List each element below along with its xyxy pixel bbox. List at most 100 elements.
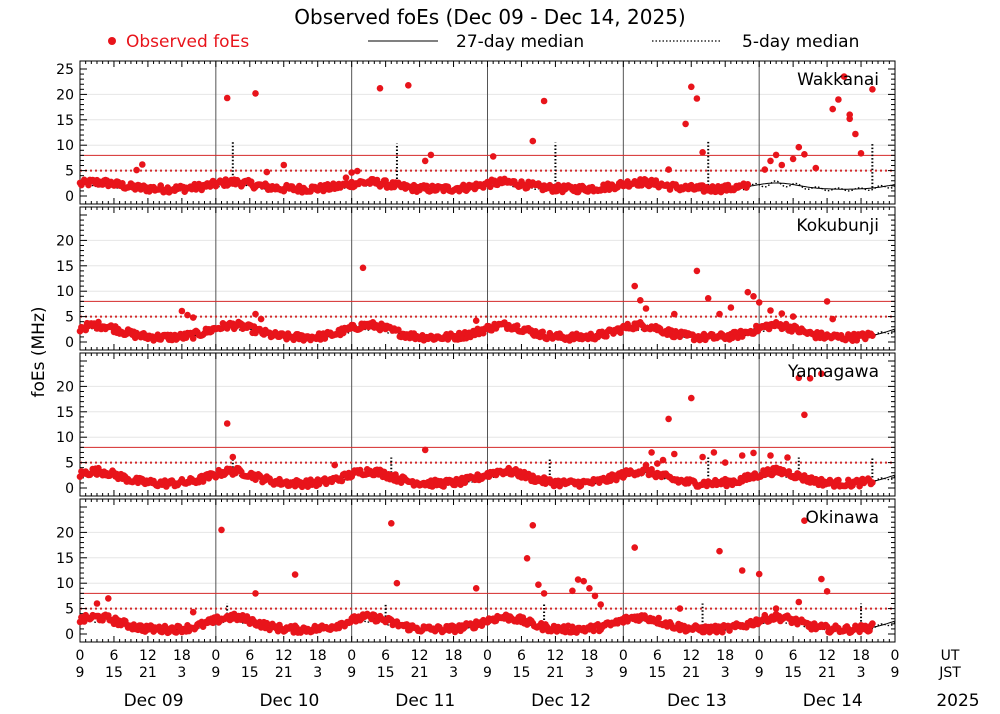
panel-okinawa: 0 5 10 15 20 Okinawa	[56, 498, 896, 643]
y-tick-label: 20	[56, 87, 74, 103]
panel-wakkanai: 0 5 10 15 20 25 Wakkanai	[56, 60, 896, 205]
y-tick-label: 15	[56, 113, 74, 129]
y-tick-label: 20	[56, 233, 74, 249]
observed-spike-point	[93, 600, 101, 607]
observed-spike-point	[421, 157, 429, 165]
observed-point	[655, 614, 662, 622]
jst-tick-label: 9	[619, 665, 628, 681]
observed-spike-point	[472, 585, 480, 592]
observed-point	[729, 334, 736, 342]
observed-spike-point	[767, 157, 774, 165]
observed-spike-point	[427, 151, 435, 159]
observed-spike-point	[359, 264, 367, 272]
observed-spike-point	[801, 411, 808, 419]
jst-tick-label: 3	[177, 665, 186, 681]
observed-spike-point	[388, 520, 395, 527]
ut-tick-label: 18	[580, 648, 598, 664]
observed-spike-point	[648, 449, 655, 456]
observed-spike-point	[693, 95, 701, 102]
ut-tick-label: 0	[891, 648, 900, 664]
ut-tick-label: 12	[682, 648, 700, 664]
observed-spike-point	[631, 282, 638, 290]
y-axis-label: foEs (MHz)	[29, 306, 49, 397]
observed-point	[719, 628, 726, 636]
y-tick-label: 0	[65, 189, 74, 205]
observed-spike-point	[331, 461, 339, 469]
y-tick-label: 5	[65, 602, 74, 618]
day-label: Dec 13	[667, 691, 727, 711]
observed-spike-point	[699, 453, 706, 461]
observed-spike-point	[795, 374, 803, 382]
jst-axis-label: JST	[938, 665, 961, 681]
observed-spike-point	[738, 452, 746, 459]
legend-5day-label: 5-day median	[742, 32, 859, 52]
ut-tick-label: 6	[109, 648, 118, 664]
ut-tick-label: 0	[619, 648, 628, 664]
observed-spike-point	[682, 120, 689, 128]
observed-point	[440, 483, 447, 490]
observed-spike-point	[772, 605, 780, 612]
observed-spike-point	[405, 82, 412, 89]
observed-spike-point	[829, 315, 836, 323]
jst-tick-label: 15	[105, 665, 123, 681]
y-tick-label: 0	[65, 335, 74, 351]
jst-tick-label: 21	[682, 665, 700, 681]
observed-point	[869, 620, 876, 627]
observed-spike-point	[789, 313, 797, 320]
observed-spike-point	[778, 161, 786, 169]
station-name-yamagawa: Yamagawa	[787, 362, 879, 382]
ut-tick-label: 6	[245, 648, 254, 664]
observed-spike-point	[823, 588, 831, 595]
observed-spike-point	[223, 94, 231, 102]
observed-spike-point	[778, 310, 786, 317]
observed-spike-point	[178, 307, 186, 315]
observed-point	[835, 476, 842, 484]
jst-tick-label: 3	[721, 665, 730, 681]
observed-spike-point	[252, 310, 259, 318]
y-tick-label: 20	[56, 525, 74, 541]
y-tick-label: 10	[56, 138, 74, 154]
jst-tick-label: 3	[449, 665, 458, 681]
observed-spike-point	[489, 153, 497, 160]
observed-spike-point	[704, 295, 712, 302]
observed-point	[487, 183, 494, 191]
ut-tick-label: 12	[411, 648, 429, 664]
ut-tick-label: 18	[173, 648, 191, 664]
observed-spike-point	[710, 449, 718, 456]
y-tick-label: 0	[65, 481, 74, 497]
jst-tick-label: 15	[377, 665, 395, 681]
ut-tick-label: 12	[547, 648, 565, 664]
jst-tick-label: 15	[648, 665, 666, 681]
panel-yamagawa: 0 5 10 15 20 Yamagawa	[56, 352, 896, 497]
observed-spike-point	[223, 420, 231, 427]
observed-spike-point	[257, 315, 265, 323]
ut-tick-label: 6	[517, 648, 526, 664]
observed-point	[338, 477, 346, 485]
y-tick-label: 5	[65, 456, 74, 472]
x-axis: UT JST 2025 0 6 12 18 0 6 12 18 0 6 12 18 0 6 12 18 0 6 12…	[76, 648, 980, 711]
observed-spike-point	[750, 293, 757, 300]
jst-tick-label: 3	[585, 665, 594, 681]
observed-spike-point	[818, 370, 825, 378]
observed-spike-point	[818, 575, 825, 583]
day-label: Dec 10	[259, 691, 319, 711]
observed-spike-point	[535, 581, 542, 588]
ut-tick-label: 12	[275, 648, 293, 664]
jst-tick-label: 9	[483, 665, 492, 681]
observed-spike-point	[659, 456, 667, 464]
observed-point	[590, 627, 597, 635]
y-tick-label: 25	[56, 62, 74, 78]
legend-observed-label: Observed foEs	[126, 32, 249, 52]
ut-tick-label: 12	[139, 648, 157, 664]
observed-spike-point	[784, 454, 791, 461]
jst-tick-label: 9	[755, 665, 764, 681]
ut-tick-label: 18	[445, 648, 463, 664]
jst-tick-label: 15	[784, 665, 802, 681]
y-tick-label: 10	[56, 576, 74, 592]
observed-spike-point	[540, 590, 548, 597]
y-tick-label: 10	[56, 430, 74, 446]
observed-spike-point	[755, 299, 763, 306]
observed-point	[513, 322, 521, 329]
observed-spike-point	[472, 317, 480, 325]
ut-tick-label: 6	[381, 648, 390, 664]
